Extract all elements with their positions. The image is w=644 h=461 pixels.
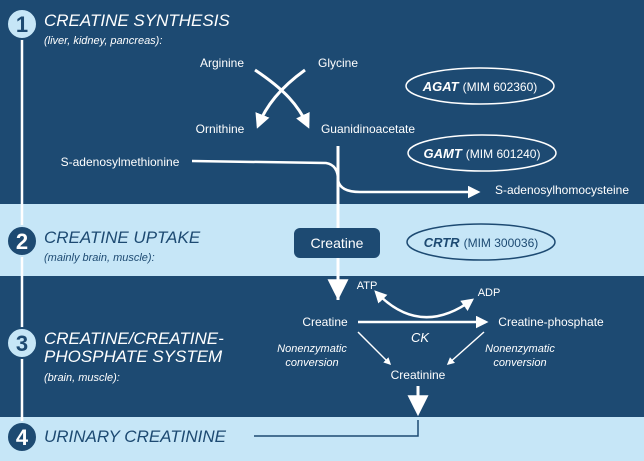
arginine-label: Arginine xyxy=(200,56,244,70)
creatine-phosphate-label: Creatine-phosphate xyxy=(498,315,604,329)
sah-label: S-adenosylhomocysteine xyxy=(495,183,629,197)
atp-adp-arrow xyxy=(374,290,475,319)
creatine-to-creatinine-arrow xyxy=(357,331,392,366)
step-1-subtitle: (liver, kidney, pancreas): xyxy=(44,35,162,47)
sam-label: S-adenosylmethionine xyxy=(61,155,180,169)
step-2-subtitle: (mainly brain, muscle): xyxy=(44,252,155,264)
atp-label: ATP xyxy=(357,280,378,292)
step-1-circle: 1 xyxy=(6,8,38,40)
creatine-box-label: Creatine xyxy=(311,235,364,251)
step-3-subtitle: (brain, muscle): xyxy=(44,372,120,384)
step-2-circle: 2 xyxy=(6,225,38,257)
step-2-number: 2 xyxy=(16,229,28,254)
agat-enzyme: AGAT (MIM 602360) xyxy=(405,67,555,105)
step-3-title-line2: PHOSPHATE SYSTEM xyxy=(44,347,223,366)
nonenzymatic-left-line1: Nonenzymatic xyxy=(277,343,347,355)
nonenzymatic-right-line1: Nonenzymatic xyxy=(485,343,555,355)
creatine-transport-box xyxy=(294,228,380,258)
ck-label: CK xyxy=(411,330,430,345)
gamt-enzyme: GAMT (MIM 601240) xyxy=(407,134,557,172)
phosphate-to-creatinine-arrow xyxy=(446,331,485,365)
crtr-label: CRTR (MIM 300036) xyxy=(424,235,539,250)
step-4-title: URINARY CREATININE xyxy=(44,427,227,446)
crtr-transporter: CRTR (MIM 300036) xyxy=(406,223,556,261)
glycine-label: Glycine xyxy=(318,56,358,70)
step-2-title: CREATINE UPTAKE xyxy=(44,228,201,247)
sam-to-sah-arrow xyxy=(191,159,481,199)
step-4-circle: 4 xyxy=(6,421,38,453)
ornithine-label: Ornithine xyxy=(196,122,245,136)
step-3-number: 3 xyxy=(16,331,28,356)
gamt-label: GAMT (MIM 601240) xyxy=(424,146,541,161)
step-4-number: 4 xyxy=(16,425,29,450)
step-3-circle: 3 xyxy=(6,327,38,359)
nonenzymatic-right-line2: conversion xyxy=(493,357,546,369)
step-1-title: CREATINE SYNTHESIS xyxy=(44,11,230,30)
nonenzymatic-left-line2: conversion xyxy=(285,357,338,369)
urinary-connector-line xyxy=(254,420,419,437)
step-3-title-line1: CREATINE/CREATINE- xyxy=(44,329,224,348)
synthesis-band xyxy=(0,0,644,204)
arginine-to-guanidinoacetate-arrow xyxy=(254,68,310,129)
urinary-band xyxy=(0,417,644,461)
agat-label: AGAT (MIM 602360) xyxy=(422,79,538,94)
adp-label: ADP xyxy=(478,287,501,299)
creatine-label: Creatine xyxy=(302,315,348,329)
glycine-to-ornithine-arrow xyxy=(255,68,306,129)
step-1-number: 1 xyxy=(16,12,28,37)
guanidinoacetate-label: Guanidinoacetate xyxy=(321,122,415,136)
creatinine-label: Creatinine xyxy=(391,368,446,382)
phosphate-system-band xyxy=(0,276,644,417)
